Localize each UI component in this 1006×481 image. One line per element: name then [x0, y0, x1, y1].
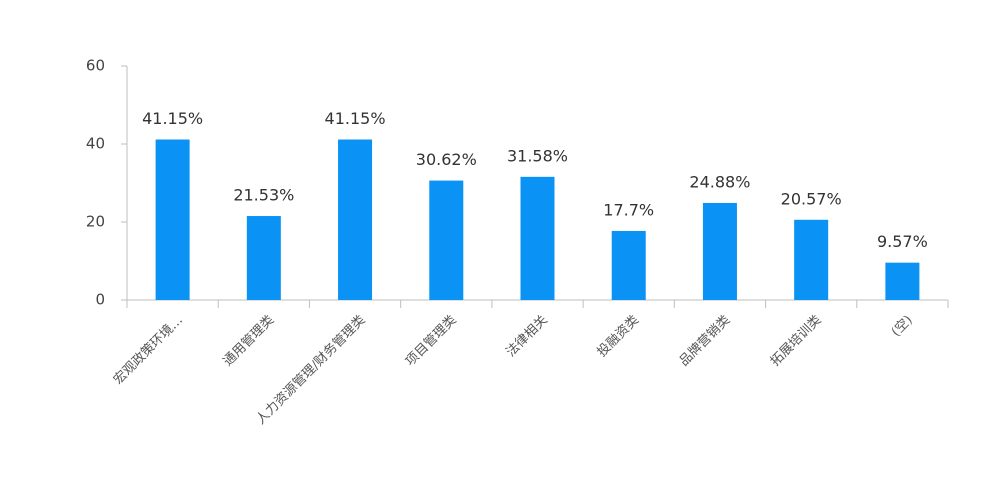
x-tick-label: 项目管理类 [403, 313, 460, 370]
bar [429, 180, 464, 300]
x-tick-label: (空) [889, 313, 916, 340]
value-label: 30.62% [416, 150, 477, 169]
bar [520, 176, 555, 300]
value-label: 17.7% [603, 200, 654, 219]
value-label: 9.57% [877, 232, 928, 251]
bar [155, 139, 190, 300]
bar [794, 219, 829, 300]
bar [611, 230, 646, 300]
bar [338, 139, 373, 300]
y-tick-label: 20 [86, 213, 105, 231]
bar [246, 216, 281, 300]
x-tick-label: 拓展培训类 [767, 312, 824, 369]
value-label: 20.57% [781, 189, 842, 208]
bar [702, 202, 737, 300]
value-label: 41.15% [325, 109, 386, 128]
value-label: 24.88% [689, 172, 750, 191]
x-tick-label: 投融资类 [594, 312, 642, 360]
x-tick-label: 品牌营销类 [676, 312, 733, 369]
value-label: 21.53% [233, 186, 294, 205]
x-tick-label: 法律相关 [503, 313, 550, 360]
y-tick-label: 60 [86, 57, 105, 75]
x-tick-label: 宏观政策环境… [110, 312, 186, 388]
y-tick-label: 0 [95, 291, 105, 309]
value-label: 31.58% [507, 146, 568, 165]
value-label: 41.15% [142, 109, 203, 128]
y-tick-label: 40 [86, 135, 105, 153]
bar [885, 262, 920, 300]
x-tick-label: 通用管理类 [221, 313, 278, 370]
